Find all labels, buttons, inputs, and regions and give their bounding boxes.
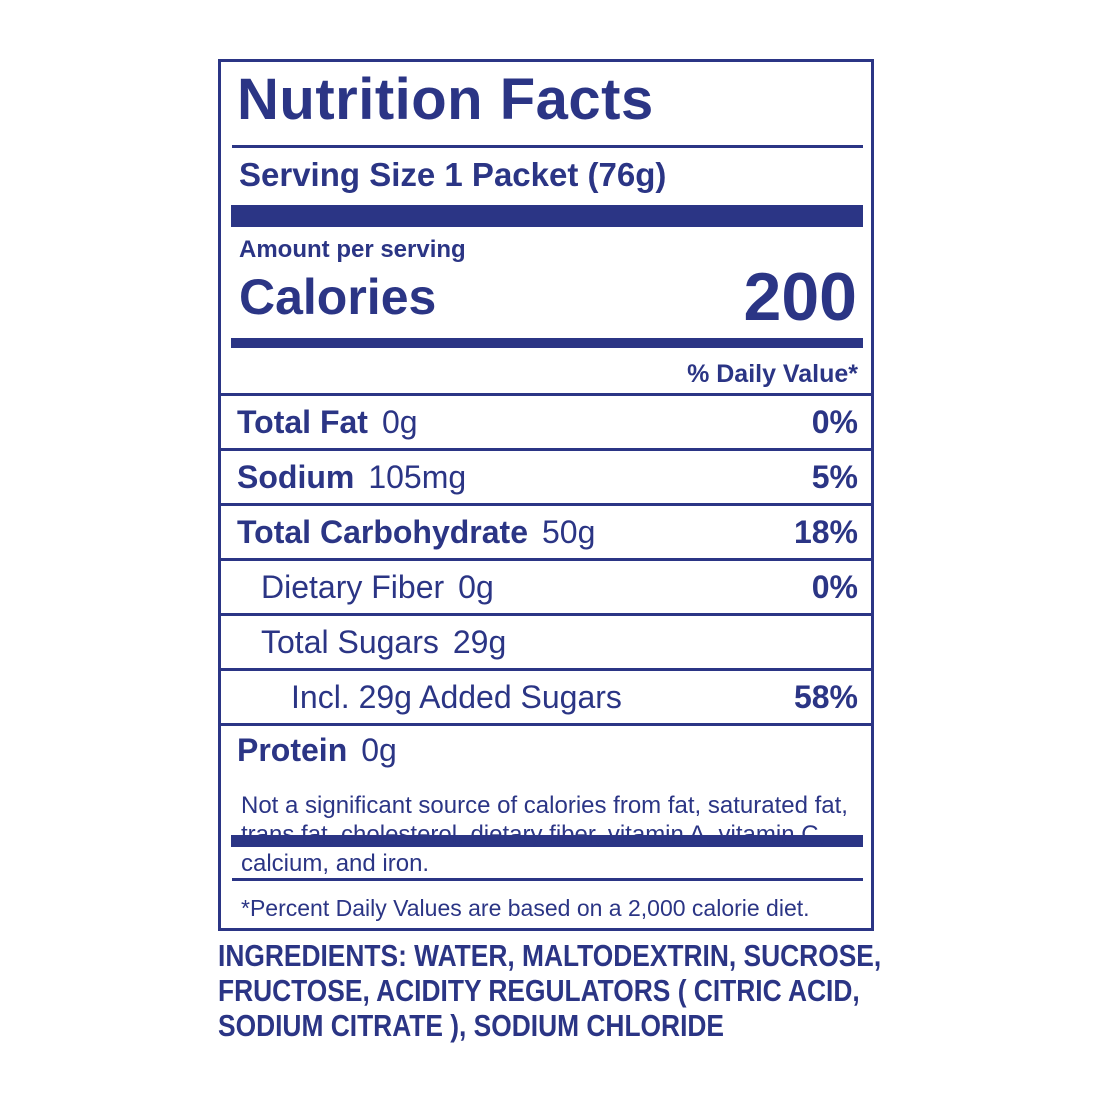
table-row-sodium: Sodium 105mg 5% bbox=[221, 448, 871, 503]
not-significant-source-note: Not a significant source of calories fro… bbox=[241, 792, 848, 877]
nutrient-daily-value: 0% bbox=[811, 403, 858, 440]
percent-daily-values-note: *Percent Daily Values are based on a 2,0… bbox=[241, 895, 810, 921]
nutrient-amount: 105mg bbox=[368, 458, 467, 495]
nutrient-label: Total Fat bbox=[237, 403, 368, 440]
table-row-added-sugars: Incl. 29g Added Sugars 58% bbox=[221, 668, 871, 723]
nutrient-amount: 50g bbox=[542, 513, 596, 550]
table-row-total-carbohydrate: Total Carbohydrate 50g 18% bbox=[221, 503, 871, 558]
nutrient-label: Incl. 29g Added Sugars bbox=[291, 678, 622, 715]
nutrient-daily-value: 18% bbox=[793, 513, 858, 550]
nutrient-label: Protein bbox=[237, 731, 348, 768]
nutrient-amount: 0g bbox=[458, 568, 494, 605]
medium-divider-bar bbox=[231, 338, 863, 348]
nutrient-daily-value: 5% bbox=[811, 458, 858, 495]
thick-divider-bar-bottom bbox=[231, 835, 863, 847]
daily-value-header: % Daily Value* bbox=[687, 360, 858, 388]
nutrient-label: Total Carbohydrate bbox=[237, 513, 528, 550]
nutrient-amount: 0g bbox=[381, 403, 418, 440]
table-row-total-fat: Total Fat 0g 0% bbox=[221, 393, 871, 448]
serving-size-text: Serving Size 1 Packet (76g) bbox=[239, 156, 667, 193]
amount-per-serving-label: Amount per serving bbox=[239, 236, 466, 263]
nutrition-facts-panel: Nutrition Facts Serving Size 1 Packet (7… bbox=[218, 59, 874, 931]
table-row-total-sugars: Total Sugars 29g bbox=[221, 613, 871, 668]
nutrient-amount: 29g bbox=[452, 623, 507, 660]
nutrient-label: Total Sugars bbox=[261, 623, 439, 660]
calories-label: Calories bbox=[239, 269, 437, 325]
thick-divider-bar bbox=[231, 205, 863, 227]
nutrient-daily-value: 58% bbox=[793, 678, 858, 715]
table-row-dietary-fiber: Dietary Fiber 0g 0% bbox=[221, 558, 871, 613]
nutrient-daily-value: 0% bbox=[811, 568, 858, 605]
nutrient-amount: 0g bbox=[361, 731, 397, 768]
nutrient-label: Sodium bbox=[237, 458, 355, 495]
calories-value: 200 bbox=[743, 259, 857, 335]
divider-under-title bbox=[232, 145, 863, 148]
nutrient-label: Dietary Fiber bbox=[261, 568, 445, 605]
nutrition-facts-title: Nutrition Facts bbox=[237, 67, 654, 132]
nutrient-rows: Total Fat 0g 0% Sodium 105mg 5% Total Ca… bbox=[221, 393, 871, 774]
ingredients-text: INGREDIENTS: WATER, MALTODEXTRIN, SUCROS… bbox=[218, 938, 882, 1043]
table-row-protein: Protein 0g bbox=[221, 723, 871, 774]
divider-above-percent-note bbox=[232, 878, 863, 881]
